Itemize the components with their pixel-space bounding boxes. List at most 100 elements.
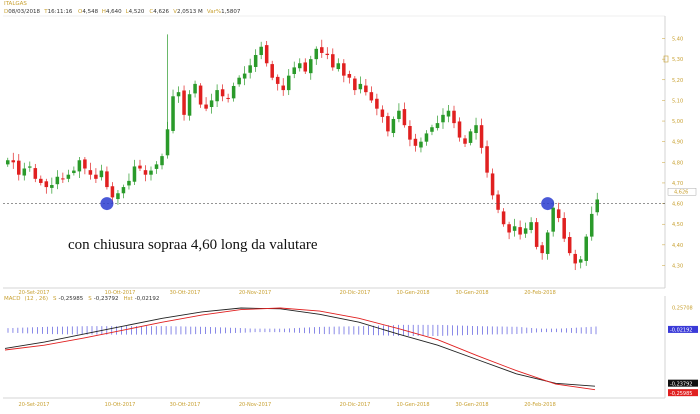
candle <box>386 112 390 137</box>
candle <box>138 159 142 171</box>
candle <box>463 135 467 148</box>
candle-body <box>320 47 324 53</box>
candle-body <box>545 232 550 254</box>
candle <box>336 58 341 72</box>
candle <box>408 120 412 147</box>
candle <box>116 189 120 205</box>
candle-body <box>275 76 280 84</box>
candle <box>292 61 296 79</box>
candle-body <box>94 174 98 179</box>
candle <box>132 159 137 186</box>
candle-body <box>386 116 390 132</box>
candle-body <box>342 63 346 76</box>
price-y-tick: 5,40 <box>672 37 683 43</box>
candle-body <box>220 89 225 97</box>
support-touch-circle <box>100 197 114 211</box>
candle-body <box>529 222 533 230</box>
price-y-tick: 4,90 <box>672 140 683 146</box>
candle <box>88 162 93 180</box>
candle-body <box>452 110 456 124</box>
candle-body <box>286 75 291 91</box>
candle <box>171 89 175 134</box>
candle-body <box>463 138 467 144</box>
macd-value-label: -0,02192 <box>670 328 692 334</box>
candle <box>50 177 54 194</box>
candle <box>518 220 522 240</box>
candle-body <box>50 185 54 188</box>
candle <box>176 86 181 103</box>
candle-body <box>215 90 219 102</box>
candle-body <box>61 178 65 180</box>
candle-body <box>154 164 159 169</box>
candle-body <box>408 126 412 140</box>
candle-body <box>242 73 247 79</box>
candle <box>259 41 263 60</box>
candle-body <box>457 121 462 138</box>
macd-value-badge <box>668 325 698 333</box>
candle-body <box>534 222 539 247</box>
macd-histogram <box>7 324 597 336</box>
candle-body <box>77 160 82 172</box>
candle <box>270 60 274 81</box>
candle <box>441 108 445 129</box>
candle <box>83 156 87 175</box>
candle <box>11 152 16 169</box>
macd-title: MACD (12 , 26) S -0,25985 S -0,23792 Hst -0,021… <box>4 296 159 302</box>
chart-annotation: con chiusura sopraa 4,60 long da valutar… <box>68 237 318 253</box>
candle <box>248 58 252 79</box>
candle <box>226 93 230 103</box>
macd-header: MACD (12 , 26) S -0,25985 S -0,23792 Hst -0,021… <box>4 296 159 302</box>
candle <box>435 115 440 131</box>
candle-body <box>353 78 357 91</box>
macd-series-line <box>4 307 596 391</box>
candle <box>419 137 423 153</box>
candle-body <box>116 193 120 200</box>
candle-body <box>430 127 434 132</box>
macd-y-tick: 0,25708 <box>672 306 693 312</box>
candle <box>320 39 324 58</box>
candle <box>55 170 60 190</box>
macd-x-tick: 20-Set-2017 <box>19 402 50 408</box>
price-x-tick: 30-Gen-2018 <box>456 290 489 296</box>
candle-body <box>121 187 126 194</box>
candle <box>314 46 319 65</box>
candle <box>424 130 429 146</box>
price-x-tick: 20-Feb-2018 <box>524 290 556 296</box>
macd-series-line <box>4 307 596 387</box>
candle <box>182 85 186 121</box>
candle <box>540 241 544 260</box>
candle <box>507 221 511 240</box>
price-y-tick: 5,20 <box>672 78 683 84</box>
candle <box>545 230 550 260</box>
candle-body <box>66 174 71 179</box>
candle <box>22 162 27 181</box>
candle-body <box>176 92 181 97</box>
candle-body <box>424 133 429 142</box>
candle <box>61 172 65 183</box>
candle-body <box>226 97 230 99</box>
macd-value-badges: -0,02192 -0,23792 -0,25985 <box>668 325 698 397</box>
candle-body <box>28 166 32 168</box>
candle <box>204 97 208 112</box>
candle <box>17 154 21 181</box>
candle-body <box>578 259 583 263</box>
price-y-tick: 5,00 <box>672 119 683 125</box>
price-y-tick: 4,50 <box>672 222 683 228</box>
candle-body <box>292 67 296 74</box>
candle <box>231 82 236 102</box>
candle-body <box>479 125 484 148</box>
candle <box>209 93 214 114</box>
candle-body <box>435 123 440 129</box>
candle-body <box>501 211 506 225</box>
support-touch-markers <box>100 197 555 211</box>
header-field-6: V2,0513 M <box>173 9 203 15</box>
candle <box>193 80 197 98</box>
candle-body <box>11 160 16 163</box>
candle-body <box>336 63 341 70</box>
candle-body <box>231 85 236 99</box>
candle <box>66 169 71 183</box>
candle-body <box>573 253 577 264</box>
candle-body <box>110 186 115 198</box>
candle-body <box>253 55 258 67</box>
header-field-0: D08/03/2018 <box>4 9 40 15</box>
